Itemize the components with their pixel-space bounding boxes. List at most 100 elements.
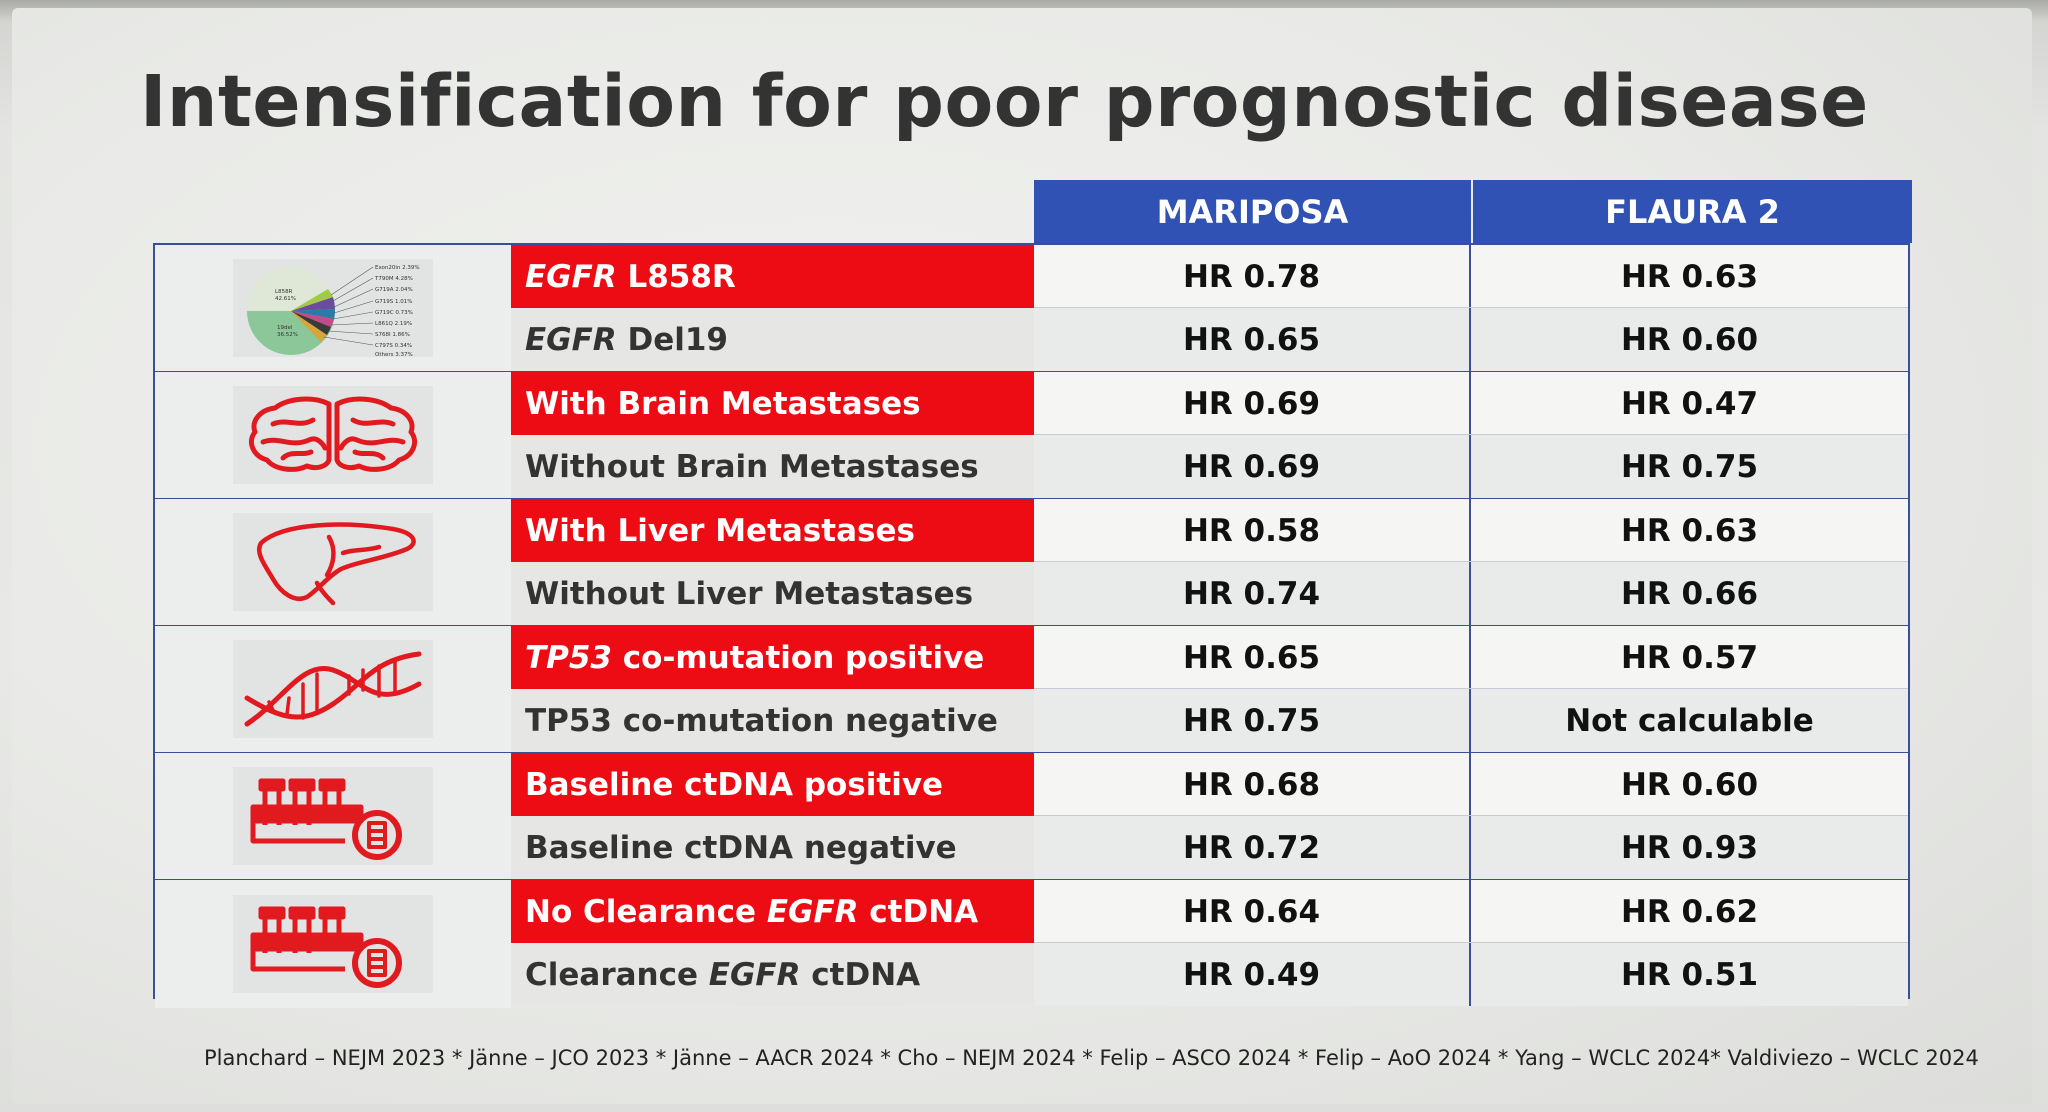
table-row: Without Liver Metastases HR 0.74 HR 0.66	[511, 562, 1908, 625]
icon-frame	[233, 386, 433, 484]
flaura-value: Not calculable	[1471, 689, 1908, 752]
label-text-part: With Brain Metastases	[525, 385, 921, 422]
mariposa-value: HR 0.74	[1034, 562, 1471, 625]
flaura-value: HR 0.60	[1471, 753, 1908, 816]
table-group: With Liver Metastases HR 0.58 HR 0.63 Witho…	[155, 499, 1908, 627]
label-text-part: ctDNA	[858, 893, 979, 930]
flaura-value: HR 0.63	[1471, 499, 1908, 562]
column-header-mariposa: MARIPOSA	[1034, 180, 1471, 243]
pie-chart-icon: Exon20in 2.39% T790M 4.28% G719A 2.04% G…	[246, 265, 420, 357]
svg-text:G719S 1.01%: G719S 1.01%	[375, 299, 412, 305]
group-icon-cell	[155, 626, 511, 752]
flaura-value: HR 0.93	[1471, 816, 1908, 879]
table-row: Without Brain Metastases HR 0.69 HR 0.75	[511, 435, 1908, 498]
brain-icon	[249, 396, 417, 472]
svg-text:T790M 4.28%: T790M 4.28%	[374, 276, 413, 282]
dna-icon	[244, 651, 422, 727]
label-italic-part: EGFR	[525, 321, 617, 358]
label-italic-part: EGFR	[525, 258, 617, 295]
row-label: Clearance EGFR ctDNA	[511, 943, 1034, 1006]
flaura-value: HR 0.57	[1471, 626, 1908, 689]
flaura-value: HR 0.62	[1471, 880, 1908, 943]
svg-text:L858R: L858R	[275, 289, 293, 295]
row-label: Without Brain Metastases	[511, 435, 1034, 498]
mariposa-value: HR 0.68	[1034, 753, 1471, 816]
row-divider	[1034, 434, 1908, 435]
mariposa-value: HR 0.65	[1034, 626, 1471, 689]
label-text-part: L858R	[616, 258, 736, 295]
test-tubes-icon	[250, 778, 402, 860]
table-row: TP53 co-mutation positive HR 0.65 HR 0.57	[511, 626, 1908, 689]
table-row: Baseline ctDNA negative HR 0.72 HR 0.93	[511, 816, 1908, 879]
group-icon-cell	[155, 880, 511, 1008]
table-group: Baseline ctDNA positive HR 0.68 HR 0.60 Bas…	[155, 753, 1908, 881]
label-italic-part: EGFR	[708, 956, 801, 993]
group-icon-cell: Exon20in 2.39% T790M 4.28% G719A 2.04% G…	[155, 245, 511, 371]
table-row: With Brain Metastases HR 0.69 HR 0.47	[511, 372, 1908, 435]
label-text-part: Del19	[616, 321, 728, 358]
flaura-value: HR 0.75	[1471, 435, 1908, 498]
icon-frame	[233, 767, 433, 865]
flaura-value: HR 0.47	[1471, 372, 1908, 435]
label-text-part: co-mutation positive	[612, 639, 985, 676]
svg-text:Others 3.37%: Others 3.37%	[375, 352, 413, 357]
table-row: Clearance EGFR ctDNA HR 0.49 HR 0.51	[511, 943, 1908, 1006]
liver-icon	[256, 522, 416, 606]
label-text-part: With Liver Metastases	[525, 512, 915, 549]
label-text-part: No Clearance	[525, 893, 767, 930]
label-text-part: TP53 co-mutation negative	[525, 702, 998, 739]
table-group: TP53 co-mutation positive HR 0.65 HR 0.57 T…	[155, 626, 1908, 754]
flaura-value: HR 0.66	[1471, 562, 1908, 625]
mariposa-value: HR 0.75	[1034, 689, 1471, 752]
row-divider	[1034, 688, 1908, 689]
table-row: EGFR Del19 HR 0.65 HR 0.60	[511, 308, 1908, 371]
group-icon-cell	[155, 372, 511, 498]
row-label: Without Liver Metastases	[511, 562, 1034, 625]
table-group: With Brain Metastases HR 0.69 HR 0.47 Witho…	[155, 372, 1908, 500]
table-row: No Clearance EGFR ctDNA HR 0.64 HR 0.62	[511, 880, 1908, 943]
label-italic-part: EGFR	[766, 893, 859, 930]
svg-text:42.61%: 42.61%	[275, 296, 296, 302]
row-label: Baseline ctDNA positive	[511, 753, 1034, 816]
row-label: With Liver Metastases	[511, 499, 1034, 562]
row-label: No Clearance EGFR ctDNA	[511, 880, 1034, 943]
label-text-part: Baseline ctDNA positive	[525, 766, 944, 803]
svg-text:C797S 0.34%: C797S 0.34%	[375, 343, 412, 349]
row-divider	[1034, 307, 1908, 308]
row-label: EGFR L858R	[511, 245, 1034, 308]
table-group: Exon20in 2.39% T790M 4.28% G719A 2.04% G…	[155, 245, 1908, 373]
label-text-part: Clearance	[525, 956, 709, 993]
column-header-flaura: FLAURA 2	[1473, 180, 1912, 243]
table-row: With Liver Metastases HR 0.58 HR 0.63	[511, 499, 1908, 562]
mariposa-value: HR 0.65	[1034, 308, 1471, 371]
slide: Intensification for poor prognostic dise…	[12, 8, 2032, 1104]
svg-text:Exon20in 2.39%: Exon20in 2.39%	[375, 265, 420, 271]
icon-frame	[233, 895, 433, 993]
label-text-part: Without Brain Metastases	[525, 448, 979, 485]
svg-text:G719A 2.04%: G719A 2.04%	[375, 287, 413, 293]
table-row: EGFR L858R HR 0.78 HR 0.63	[511, 245, 1908, 308]
mariposa-value: HR 0.49	[1034, 943, 1471, 1006]
label-text-part: Without Liver Metastases	[525, 575, 974, 612]
mariposa-value: HR 0.69	[1034, 435, 1471, 498]
label-italic-part: TP53	[525, 639, 613, 676]
mariposa-value: HR 0.69	[1034, 372, 1471, 435]
slide-title: Intensification for poor prognostic dise…	[140, 60, 1869, 143]
results-table: Exon20in 2.39% T790M 4.28% G719A 2.04% G…	[153, 243, 1910, 1008]
group-icon-cell	[155, 753, 511, 879]
mariposa-value: HR 0.58	[1034, 499, 1471, 562]
mariposa-value: HR 0.78	[1034, 245, 1471, 308]
flaura-value: HR 0.51	[1471, 943, 1908, 1006]
svg-text:19del: 19del	[277, 325, 293, 331]
row-divider	[1034, 561, 1908, 562]
row-label: With Brain Metastases	[511, 372, 1034, 435]
row-divider	[1034, 942, 1908, 943]
test-tubes-icon	[250, 906, 402, 988]
icon-frame	[233, 640, 433, 738]
icon-frame: Exon20in 2.39% T790M 4.28% G719A 2.04% G…	[233, 259, 433, 357]
mariposa-value: HR 0.64	[1034, 880, 1471, 943]
group-icon-cell	[155, 499, 511, 625]
svg-text:L861Q 2.19%: L861Q 2.19%	[375, 321, 412, 327]
references-footer: Planchard – NEJM 2023 * Jänne – JCO 2023…	[204, 1046, 1979, 1070]
row-label: EGFR Del19	[511, 308, 1034, 371]
